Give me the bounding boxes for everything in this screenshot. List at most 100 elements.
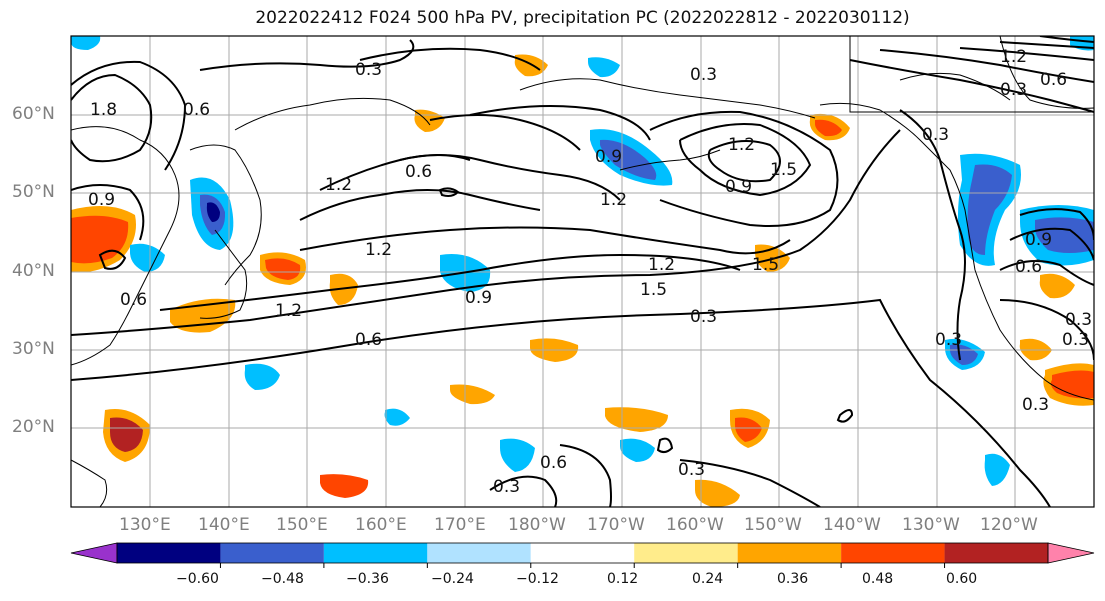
precip-blob	[384, 408, 410, 426]
contour-label: 0.3	[1000, 80, 1027, 100]
lon-label-180w: 180°W	[508, 515, 566, 535]
colorbar-bin	[323, 543, 428, 563]
colorbar-bin	[530, 543, 635, 563]
contour-label: 0.3	[1022, 395, 1049, 415]
contour-label: 1.2	[275, 301, 302, 321]
colorbar-extend-high	[1047, 542, 1095, 564]
colorbar-bin	[944, 543, 1048, 563]
precip-blob	[815, 119, 842, 137]
contour-label: 0.6	[183, 100, 210, 120]
colorbar-bin	[634, 543, 738, 563]
contour-label: 0.6	[355, 330, 382, 350]
contour-label: 1.5	[752, 255, 779, 275]
colorbar-bin	[737, 543, 842, 563]
colorbar-label: −0.12	[516, 571, 559, 587]
coastlines	[71, 36, 1094, 507]
precip-shading	[71, 36, 1094, 507]
contour-label: 0.9	[725, 177, 752, 197]
lon-label-160w: 160°W	[666, 515, 724, 535]
colorbar-frame	[116, 542, 1049, 564]
precip-blob	[450, 384, 495, 405]
colorbar-label: −0.24	[431, 571, 474, 587]
precip-blob	[1039, 273, 1075, 299]
lat-label-20n: 20°N	[12, 417, 55, 437]
contour-label: 0.3	[935, 330, 962, 350]
precip-blob	[984, 453, 1010, 486]
lon-label-130e: 130°E	[119, 515, 171, 535]
precip-blob	[600, 139, 657, 180]
lon-label-130w: 130°W	[902, 515, 960, 535]
precip-blob	[71, 36, 101, 50]
colorbar-label: −0.60	[176, 571, 219, 587]
colorbar-label: −0.36	[346, 571, 389, 587]
precip-blob	[735, 417, 762, 442]
colorbar-label: 0.60	[946, 571, 978, 587]
contour-label: 0.6	[120, 290, 147, 310]
lon-label-140w: 140°W	[823, 515, 881, 535]
colorbar-label: 0.48	[862, 571, 894, 587]
colorbar-extend-low	[70, 542, 118, 564]
contour-label: 1.5	[640, 280, 667, 300]
colorbar-label: 0.36	[777, 571, 809, 587]
lon-label-150w: 150°W	[744, 515, 802, 535]
precip-blob	[1035, 217, 1094, 253]
precip-blob	[695, 479, 740, 507]
lon-label-170e: 170°E	[434, 515, 486, 535]
colorbar-bin	[427, 543, 531, 563]
precip-blob	[500, 438, 535, 472]
contour-label: 1.2	[325, 175, 352, 195]
lon-label-160e: 160°E	[355, 515, 407, 535]
contour-label: 0.3	[1065, 310, 1092, 330]
contour-label: 1.5	[770, 160, 797, 180]
contour-label: 0.3	[922, 125, 949, 145]
map-title: 2022022412 F024 500 hPa PV, precipitatio…	[255, 8, 910, 28]
precip-blob	[605, 407, 668, 432]
contour-label: 1.2	[1000, 47, 1027, 67]
contour-label: 0.3	[690, 65, 717, 85]
precip-blob	[320, 474, 369, 498]
precip-blob	[244, 363, 280, 390]
colorbar-bin	[117, 543, 221, 563]
contour-label: 0.9	[595, 147, 622, 167]
lat-label-30n: 30°N	[12, 339, 55, 359]
contour-label: 0.3	[493, 477, 520, 497]
precip-blob	[130, 243, 165, 272]
precip-blob	[265, 258, 301, 280]
contour-label: 1.2	[365, 240, 392, 260]
lat-label-60n: 60°N	[12, 104, 55, 124]
contour-label: 1.2	[728, 135, 755, 155]
colorbar-label: 0.24	[692, 571, 724, 587]
contour-label: 0.9	[88, 190, 115, 210]
precip-blob	[588, 57, 620, 78]
precip-blob	[967, 164, 1012, 255]
lat-label-50n: 50°N	[12, 182, 55, 202]
colorbar	[70, 542, 1095, 568]
contour-label: 0.3	[355, 60, 382, 80]
pv-contours	[71, 36, 1094, 507]
precip-blob	[110, 417, 143, 452]
contour-label: 0.6	[1015, 257, 1042, 277]
contour-label: 0.3	[678, 460, 705, 480]
contour-label: 0.6	[540, 453, 567, 473]
precip-blob	[206, 202, 220, 222]
precip-blob	[1050, 370, 1094, 399]
contour-label: 1.8	[90, 100, 117, 120]
contour-label: 1.2	[600, 190, 627, 210]
lon-label-140e: 140°E	[198, 515, 250, 535]
colorbar-bin	[220, 543, 324, 563]
contour-label: 0.9	[1025, 230, 1052, 250]
contour-label: 0.9	[465, 288, 492, 308]
contour-label: 1.2	[648, 255, 675, 275]
plot-frame	[70, 35, 1095, 508]
contour-labels: 0.3 0.6 1.2 0.6 0.3 0.9 1.2 1.2 1.5 0.9 …	[88, 47, 1092, 497]
contour-label: 0.6	[1040, 70, 1067, 90]
lon-label-170w: 170°W	[587, 515, 645, 535]
lon-label-120w: 120°W	[980, 515, 1038, 535]
precip-blob	[620, 438, 655, 462]
colorbar-bin	[841, 543, 945, 563]
contour-label: 0.3	[1062, 330, 1089, 350]
contour-label: 0.6	[405, 162, 432, 182]
lat-label-40n: 40°N	[12, 261, 55, 281]
lon-label-150e: 150°E	[276, 515, 328, 535]
